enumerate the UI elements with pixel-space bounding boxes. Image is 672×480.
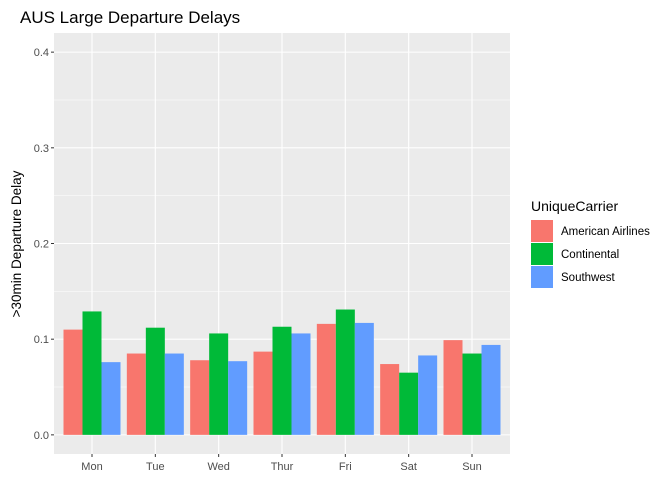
legend-key-continental <box>531 243 553 265</box>
y-tick-label: 0.3 <box>34 143 49 155</box>
x-tick-label: Mon <box>81 461 102 473</box>
y-axis-ticks: 0.0 0.1 0.2 0.3 0.4 <box>34 47 54 442</box>
legend: UniqueCarrier American Airlines Continent… <box>531 198 650 288</box>
x-axis-ticks: Mon Tue Wed Thur Fri Sat Sun <box>81 454 482 473</box>
bar-southwest-sat <box>418 355 438 435</box>
legend-key-american-airlines <box>531 220 553 242</box>
bar-continental-mon <box>82 311 102 435</box>
x-tick-label: Wed <box>207 461 229 473</box>
bar-continental-sun <box>462 353 482 435</box>
y-axis-label: >30min Departure Delay <box>9 170 24 317</box>
bar-american-airlines-fri <box>316 323 336 435</box>
bar-southwest-tue <box>164 353 184 435</box>
x-tick-label: Thur <box>271 461 294 473</box>
legend-label: American Airlines <box>561 226 650 238</box>
bar-southwest-wed <box>228 361 248 435</box>
bar-continental-wed <box>209 333 229 435</box>
bar-southwest-thur <box>291 333 311 435</box>
bar-american-airlines-mon <box>63 329 83 435</box>
y-tick-label: 0.0 <box>34 430 49 442</box>
bar-southwest-fri <box>354 322 374 435</box>
bar-american-airlines-tue <box>126 353 146 435</box>
bar-american-airlines-thur <box>253 351 273 435</box>
bars <box>63 309 501 435</box>
bar-continental-sat <box>399 372 419 435</box>
x-tick-label: Sun <box>462 461 482 473</box>
bar-american-airlines-sun <box>443 340 463 435</box>
legend-title: UniqueCarrier <box>531 198 618 214</box>
bar-continental-tue <box>145 327 165 435</box>
y-tick-label: 0.1 <box>34 334 49 346</box>
legend-key-southwest <box>531 266 553 288</box>
legend-label: Continental <box>561 249 619 261</box>
legend-label: Southwest <box>561 272 616 284</box>
x-tick-label: Sat <box>400 461 417 473</box>
bar-american-airlines-wed <box>190 360 210 435</box>
y-tick-label: 0.4 <box>34 47 49 59</box>
y-tick-label: 0.2 <box>34 239 49 251</box>
chart-title: AUS Large Departure Delays <box>20 8 240 27</box>
bar-southwest-sun <box>481 344 501 435</box>
bar-continental-fri <box>335 309 355 435</box>
x-tick-label: Fri <box>339 461 352 473</box>
bar-american-airlines-sat <box>380 364 400 435</box>
bar-southwest-mon <box>101 362 121 435</box>
x-tick-label: Tue <box>146 461 165 473</box>
bar-continental-thur <box>272 326 292 435</box>
